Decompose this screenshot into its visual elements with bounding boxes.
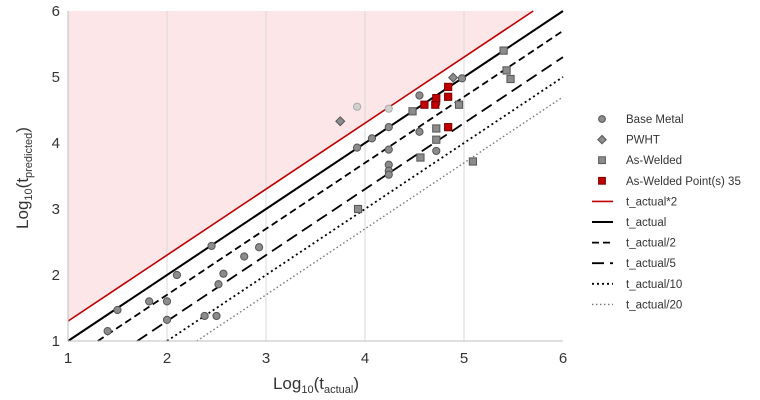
y-axis-title-base: Log [13, 201, 32, 229]
data-point [444, 92, 453, 101]
x-axis-title-close: ) [353, 374, 359, 393]
tick-labels: 1 2 3 4 5 6 1 2 3 4 5 6 [52, 3, 568, 367]
data-point [432, 135, 441, 144]
data-point [408, 107, 417, 116]
data-point [207, 241, 216, 251]
data-point [113, 305, 122, 315]
data-point [219, 269, 228, 278]
data-point [448, 72, 459, 83]
legend-label: As-Welded Point(s) 35 [626, 176, 741, 188]
data-point [214, 280, 223, 289]
data-point [384, 170, 393, 179]
data-point [457, 74, 467, 83]
x-tick-label: 4 [361, 350, 369, 367]
y-tick-label: 3 [52, 201, 60, 218]
data-point [352, 102, 362, 111]
data-point [444, 123, 453, 132]
plot-frame [67, 11, 563, 342]
legend: Base Metal PWHT As-Welded As-Welded Point(s… [592, 114, 741, 311]
data-point [200, 311, 209, 321]
legend-label: t_actual*2 [626, 196, 677, 208]
data-point [352, 143, 362, 152]
data-point [240, 252, 249, 261]
data-point [384, 104, 393, 113]
x-axis-title-sub10: 10 [301, 384, 313, 396]
legend-label: t_actual/10 [626, 279, 682, 291]
y-tick-label: 5 [52, 69, 60, 86]
data-point [432, 146, 441, 156]
y-tick-label: 2 [52, 267, 60, 284]
data-point [454, 100, 464, 109]
y-tick-label: 6 [52, 3, 60, 20]
x-tick-label: 5 [460, 350, 468, 367]
x-axis-title: Log10(tactual) [273, 374, 359, 396]
data-point [416, 153, 425, 162]
x-axis-title-base: Log [273, 374, 301, 393]
legend-label: Base Metal [626, 114, 684, 126]
reference-lines [67, 10, 564, 342]
data-point [415, 91, 424, 100]
data-point [415, 127, 424, 136]
ref-line [97, 30, 564, 342]
legend-label: PWHT [626, 135, 660, 147]
y-axis-title-sub10: 10 [23, 188, 35, 200]
legend-label: t_actual [626, 217, 666, 229]
ref-line [136, 56, 564, 342]
ref-line [67, 10, 564, 342]
y-axis-title-subscript: predicted [23, 133, 35, 178]
data-point [162, 315, 172, 324]
data-point [353, 204, 363, 214]
x-tick-label: 6 [559, 350, 567, 367]
data-point [432, 94, 441, 103]
y-tick-label: 1 [52, 333, 60, 350]
data-point [502, 66, 511, 75]
x-tick-label: 2 [163, 350, 171, 367]
legend-marker [598, 176, 606, 185]
legend-marker [598, 115, 606, 123]
data-point [506, 74, 515, 84]
ref-line [67, 10, 534, 322]
data-point [384, 123, 393, 132]
x-tick-label: 1 [64, 350, 72, 367]
data-point [162, 297, 172, 306]
legend-label: t_actual/20 [626, 299, 682, 311]
y-axis-title-open: (t [13, 178, 32, 189]
data-point [145, 297, 154, 306]
data-point [254, 243, 264, 252]
legend-marker [598, 156, 606, 165]
y-axis-title-close: ) [13, 127, 32, 133]
data-point [335, 116, 346, 127]
y-tick-label: 4 [52, 135, 60, 152]
data-point [420, 100, 429, 109]
legend-label: As-Welded [626, 155, 682, 167]
data-point [468, 157, 478, 166]
legend-label: t_actual/5 [626, 258, 676, 270]
gridlines [166, 11, 465, 341]
data-point [432, 124, 441, 133]
ref-line [166, 76, 564, 342]
data-markers [103, 46, 515, 336]
data-point [172, 270, 181, 280]
data-point [103, 327, 112, 336]
y-axis-title: Log10(tpredicted) [13, 127, 35, 229]
legend-marker [597, 134, 607, 145]
x-axis-title-subscript: actual [324, 384, 353, 396]
data-point [444, 82, 453, 92]
ref-line [196, 96, 564, 342]
data-point [384, 145, 393, 154]
x-tick-label: 3 [262, 350, 270, 367]
data-point [499, 46, 508, 55]
data-point [367, 134, 377, 143]
legend-label: t_actual/2 [626, 238, 676, 250]
x-axis-title-open: (t [314, 374, 325, 393]
data-point [212, 311, 221, 321]
